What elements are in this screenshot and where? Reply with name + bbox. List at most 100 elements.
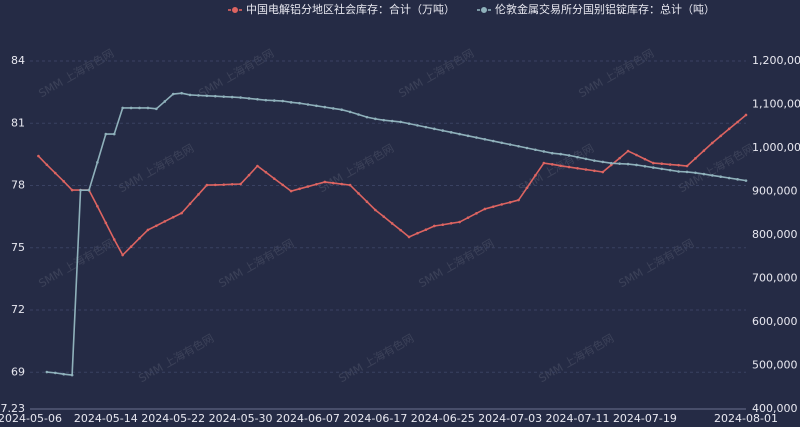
point bbox=[668, 163, 672, 166]
point bbox=[188, 202, 192, 206]
point bbox=[197, 94, 200, 97]
point bbox=[180, 211, 183, 215]
legend-marker bbox=[480, 6, 488, 14]
point bbox=[155, 107, 158, 111]
y-tick-label: 81 bbox=[11, 116, 25, 129]
point bbox=[281, 183, 285, 187]
point bbox=[534, 174, 537, 177]
point bbox=[601, 170, 605, 174]
point bbox=[416, 124, 419, 127]
point bbox=[584, 168, 588, 171]
x-tick-label: 2024-05-14 bbox=[74, 412, 138, 425]
point bbox=[306, 185, 310, 188]
point bbox=[458, 132, 461, 136]
point bbox=[96, 204, 99, 208]
watermark: SMM 上海有色网 bbox=[136, 331, 216, 385]
point bbox=[323, 180, 327, 184]
point bbox=[593, 159, 596, 162]
point bbox=[230, 95, 234, 99]
legend-label: 中国电解铝分地区社会库存：合计（万吨） bbox=[246, 2, 455, 16]
x-tick-label: 2024-05-22 bbox=[141, 412, 205, 425]
point bbox=[53, 171, 57, 175]
y2-tick-label: 1,200,000 bbox=[752, 54, 800, 67]
point bbox=[298, 187, 301, 191]
point bbox=[70, 188, 74, 192]
y-tick-label: 84 bbox=[11, 54, 25, 67]
point bbox=[626, 149, 630, 153]
point bbox=[281, 99, 285, 103]
point bbox=[205, 183, 209, 187]
y-tick-label: 72 bbox=[11, 303, 25, 316]
point bbox=[374, 117, 377, 121]
point bbox=[247, 173, 251, 177]
y-tick-label: 67.23 bbox=[0, 402, 25, 415]
point bbox=[433, 224, 436, 228]
point bbox=[618, 156, 621, 160]
point bbox=[256, 164, 259, 168]
point bbox=[112, 132, 116, 136]
point bbox=[197, 193, 200, 196]
point bbox=[601, 160, 605, 164]
point bbox=[155, 224, 158, 228]
x-tick-label: 2024-05-06 bbox=[0, 412, 62, 425]
point bbox=[348, 183, 352, 187]
y2-tick-label: 1,100,000 bbox=[752, 98, 800, 111]
point bbox=[584, 157, 588, 161]
point bbox=[550, 163, 554, 166]
watermark: SMM 上海有色网 bbox=[676, 141, 756, 195]
point bbox=[340, 182, 343, 186]
point bbox=[129, 106, 133, 110]
watermark: SMM 上海有色网 bbox=[616, 236, 696, 290]
point bbox=[230, 182, 234, 186]
point bbox=[736, 120, 739, 124]
point bbox=[365, 115, 369, 119]
point bbox=[96, 161, 99, 164]
point bbox=[374, 208, 377, 212]
point bbox=[247, 97, 251, 100]
point bbox=[121, 253, 124, 257]
point bbox=[407, 122, 411, 125]
point bbox=[525, 146, 529, 150]
point bbox=[685, 170, 689, 174]
point bbox=[534, 148, 537, 152]
point bbox=[399, 228, 402, 232]
point bbox=[239, 96, 242, 99]
x-tick-label: 2024-05-30 bbox=[209, 412, 273, 425]
point bbox=[744, 113, 748, 117]
point bbox=[702, 172, 706, 176]
point bbox=[744, 179, 748, 182]
point bbox=[62, 372, 65, 376]
point bbox=[45, 163, 49, 167]
watermark: SMM 上海有色网 bbox=[36, 46, 116, 100]
point bbox=[508, 143, 512, 146]
x-tick-label: 2024-07-19 bbox=[613, 412, 677, 425]
point bbox=[390, 119, 394, 123]
point bbox=[306, 103, 310, 106]
watermark: SMM 上海有色网 bbox=[196, 46, 276, 100]
point bbox=[121, 106, 124, 110]
legend-label: 伦敦金属交易所分国别铝锭库存：总计（吨） bbox=[495, 2, 715, 16]
point bbox=[256, 97, 259, 101]
point bbox=[104, 132, 108, 136]
point bbox=[635, 153, 638, 157]
point bbox=[323, 105, 327, 109]
x-tick-label: 2024-08-01 bbox=[714, 412, 778, 425]
point bbox=[441, 223, 445, 227]
x-tick-label: 2024-06-07 bbox=[276, 412, 340, 425]
point bbox=[70, 373, 74, 377]
point bbox=[500, 203, 504, 206]
point bbox=[315, 104, 318, 108]
point bbox=[37, 154, 40, 158]
point bbox=[719, 134, 723, 138]
point bbox=[382, 215, 386, 218]
point bbox=[677, 170, 680, 173]
point bbox=[331, 181, 335, 185]
point bbox=[491, 205, 495, 208]
point bbox=[559, 152, 562, 156]
point bbox=[87, 188, 91, 192]
point bbox=[53, 371, 57, 375]
point bbox=[45, 370, 49, 374]
point bbox=[483, 138, 487, 141]
point bbox=[416, 231, 419, 235]
